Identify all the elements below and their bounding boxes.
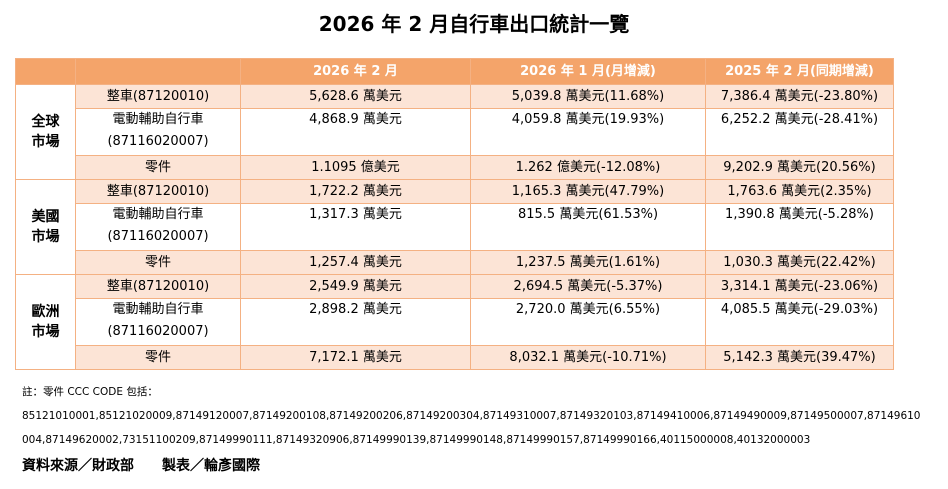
value-cell: 815.5 萬美元(61.53%) xyxy=(470,203,706,251)
region-cell: 歐洲 市場 xyxy=(15,274,76,370)
item-cell: 電動輔助自行車 (87116020007) xyxy=(75,298,241,346)
row: 美國市場 整車(87120010) 1,722.2 萬美元 1,165.3 萬美元(4… xyxy=(15,179,894,275)
header-cell: 2026 年 1 月(月增減) xyxy=(470,58,706,85)
header-row: 2026 年 2 月 2026 年 1 月(月增減) 2025 年 2 月(同期增減… xyxy=(15,58,894,85)
item-line: (87116020007) xyxy=(107,134,209,149)
value-cell: 5,039.8 萬美元(11.68%) xyxy=(470,84,706,109)
value-cell: 1.262 億美元(-12.08%) xyxy=(470,155,706,180)
value-cell: 1,390.8 萬美元(-5.28%) xyxy=(705,203,894,251)
item-cell: 零件 xyxy=(75,155,241,180)
value-cell: 6,252.2 萬美元(-28.41%) xyxy=(705,108,894,156)
row: 歐洲市場 整車(87120010) 2,549.9 萬美元 2,694.5 萬美元(-… xyxy=(15,274,894,370)
item-line: 電動輔助自行車 xyxy=(112,112,204,127)
item-cell: 電動輔助自行車 (87116020007) xyxy=(75,203,241,251)
note-codes: 85121010001,85121020009,87149120007,8714… xyxy=(22,410,921,446)
value-cell: 4,059.8 萬美元(19.93%) xyxy=(470,108,706,156)
title: 2026 年 2 月自行車出口統計一覽 xyxy=(318,12,630,36)
item-cell: 零件 xyxy=(75,345,241,370)
note: 註：零件 CCC CODE 包括： 85121010001,8512102000… xyxy=(22,380,927,452)
region-line: 市場 xyxy=(31,324,60,340)
value-cell: 1,763.6 萬美元(2.35%) xyxy=(705,179,894,204)
value-cell: 9,202.9 萬美元(20.56%) xyxy=(705,155,894,180)
region-line: 全球 xyxy=(31,114,60,130)
value-cell: 5,142.3 萬美元(39.47%) xyxy=(705,345,894,370)
value-cell: 2,549.9 萬美元 xyxy=(240,274,471,299)
region-line: 歐洲 xyxy=(31,304,60,320)
value-cell: 2,898.2 萬美元 xyxy=(240,298,471,346)
value-cell: 5,628.6 萬美元 xyxy=(240,84,471,109)
value-cell: 3,314.1 萬美元(-23.06%) xyxy=(705,274,894,299)
header-cell: 2025 年 2 月(同期增減) xyxy=(705,58,894,85)
item-cell: 零件 xyxy=(75,250,241,275)
value-cell: 4,085.5 萬美元(-29.03%) xyxy=(705,298,894,346)
item-cell: 整車(87120010) xyxy=(75,84,241,109)
row: 全球市場 整車(87120010) 5,628.6 萬美元 5,039.8 萬美元(1… xyxy=(15,84,894,180)
source: 資料來源／財政部 xyxy=(22,458,134,474)
value-cell: 1,030.3 萬美元(22.42%) xyxy=(705,250,894,275)
value-cell: 1.1095 億美元 xyxy=(240,155,471,180)
region-line: 市場 xyxy=(31,134,60,150)
item-cell: 電動輔助自行車 (87116020007) xyxy=(75,108,241,156)
header-blank xyxy=(15,58,76,85)
value-cell: 1,165.3 萬美元(47.79%) xyxy=(470,179,706,204)
value-cell: 7,172.1 萬美元 xyxy=(240,345,471,370)
item-line: 整車(87120010) xyxy=(106,278,210,294)
item-line: (87116020007) xyxy=(107,324,209,339)
header-blank xyxy=(75,58,241,85)
value-cell: 1,257.4 萬美元 xyxy=(240,250,471,275)
value-cell: 1,317.3 萬美元 xyxy=(240,203,471,251)
item-line: 電動輔助自行車 xyxy=(112,207,204,222)
item-line: 零件 xyxy=(144,254,171,270)
value-cell: 1,722.2 萬美元 xyxy=(240,179,471,204)
value-cell: 4,868.9 萬美元 xyxy=(240,108,471,156)
value-cell: 2,694.5 萬美元(-5.37%) xyxy=(470,274,706,299)
value-cell: 1,237.5 萬美元(1.61%) xyxy=(470,250,706,275)
item-cell: 整車(87120010) xyxy=(75,179,241,204)
value-cell: 8,032.1 萬美元(-10.71%) xyxy=(470,345,706,370)
value-cell: 7,386.4 萬美元(-23.80%) xyxy=(705,84,894,109)
region-cell: 美國 市場 xyxy=(15,179,76,275)
item-line: 電動輔助自行車 xyxy=(112,302,204,317)
value-cell: 2,720.0 萬美元(6.55%) xyxy=(470,298,706,346)
item-line: 零件 xyxy=(144,349,171,365)
row: 零件 7,172.1 萬美元 8,032.1 萬美元(-10.71%) 5,142.3… xyxy=(16,345,894,370)
note-label: 註：零件 CCC CODE 包括： xyxy=(22,386,158,398)
row: 電動輔助自行車 (87116020007) 2,898.2 萬美元 2,720.0 萬… xyxy=(16,298,894,346)
row: 電動輔助自行車 (87116020007) 4,868.9 萬美元 4,059.8 萬… xyxy=(16,108,894,156)
item-line: 整車(87120010) xyxy=(106,88,210,104)
header-cell: 2026 年 2 月 xyxy=(240,58,471,85)
region-cell: 全球 市場 xyxy=(15,84,76,180)
row: 零件 1.1095 億美元 1.262 億美元(-12.08%) 9,202.9 萬美… xyxy=(16,155,894,180)
row: 電動輔助自行車 (87116020007) 1,317.3 萬美元 815.5 萬美元… xyxy=(16,203,894,251)
export-table: 2026 年 2 月 2026 年 1 月(月增減) 2025 年 2 月(同期增減… xyxy=(15,58,894,370)
region-line: 美國 xyxy=(31,209,60,225)
maker: 製表／輪彥國際 xyxy=(162,458,260,474)
region-line: 市場 xyxy=(31,229,60,245)
item-line: (87116020007) xyxy=(107,229,209,244)
footer: 資料來源／財政部 製表／輪彥國際 xyxy=(22,455,260,475)
item-line: 整車(87120010) xyxy=(106,183,210,199)
item-cell: 整車(87120010) xyxy=(75,274,241,299)
row: 零件 1,257.4 萬美元 1,237.5 萬美元(1.61%) 1,030.3 萬… xyxy=(16,250,894,275)
item-line: 零件 xyxy=(144,159,171,175)
